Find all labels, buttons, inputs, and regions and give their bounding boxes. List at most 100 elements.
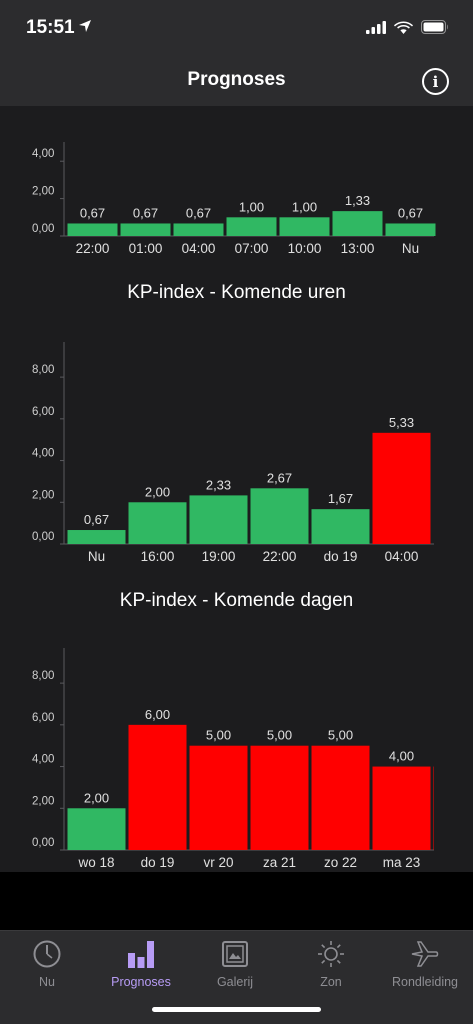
bar-value-label: 5,33	[389, 415, 414, 430]
x-tick-label: 22:00	[76, 241, 110, 256]
chart-days: 0,00 2,00 4,00 6,00 8,00 2,00 wo 18 6,00 do 19 5,…	[26, 628, 446, 872]
info-icon: i	[432, 72, 439, 91]
chart-days-title: KP-index - Komende dagen	[119, 590, 354, 611]
y-tick-label: 4,00	[32, 754, 54, 766]
x-tick-label: 04:00	[385, 549, 419, 564]
bar	[372, 432, 431, 544]
y-tick-label: 6,00	[32, 712, 54, 724]
status-time: 15:51	[26, 17, 75, 38]
bar	[128, 724, 187, 850]
tab-bar: Nu Prognoses Galerij Zon Rondleiding	[0, 930, 473, 1024]
x-tick-label: 19:00	[202, 549, 236, 564]
x-tick-label: 16:00	[141, 549, 175, 564]
bar-value-label: 2,67	[267, 470, 292, 485]
bar-value-label: 0,67	[133, 205, 158, 220]
chart-previous-hours-svg: 0,00 2,00 4,00 0,67 22:00 0,67 01:00 0,67 04:00 1…	[32, 142, 436, 256]
wifi-icon	[394, 20, 413, 39]
y-tick-label: 4,00	[32, 148, 54, 160]
bar	[311, 745, 370, 850]
bar	[433, 766, 434, 850]
x-tick-label: do 19	[141, 855, 175, 870]
y-tick-label: 4,00	[32, 448, 54, 460]
tab-label: Galerij	[216, 975, 254, 989]
x-tick-label: zo 22	[324, 855, 357, 870]
y-tick-label: 8,00	[32, 364, 54, 376]
y-tick-label: 2,00	[32, 795, 54, 807]
x-tick-label: vr 20	[203, 855, 233, 870]
tab-galerij[interactable]: Galerij	[188, 939, 282, 989]
bar-value-label: 2,00	[84, 790, 109, 805]
y-tick-label: 0,00	[32, 837, 54, 849]
y-tick-label: 2,00	[32, 489, 54, 501]
bar	[189, 495, 248, 544]
x-tick-label: do 19	[324, 549, 358, 564]
bar-value-label: 5,00	[267, 728, 292, 743]
bar	[67, 223, 118, 236]
x-tick-label: Nu	[88, 549, 105, 564]
y-tick-label: 0,00	[32, 223, 54, 235]
bar-value-label: 1,67	[328, 491, 353, 506]
clock-icon	[0, 939, 94, 969]
bar-chart-icon	[94, 939, 188, 969]
cellular-signal-icon	[366, 20, 386, 39]
y-tick-label: 6,00	[32, 406, 54, 418]
info-button[interactable]: i	[422, 68, 449, 95]
page-title: Prognoses	[187, 69, 286, 90]
bar-value-label: 6,00	[145, 707, 170, 722]
x-tick-label: ma 23	[383, 855, 421, 870]
bar	[189, 745, 248, 850]
bar-value-label: 0,67	[398, 205, 423, 220]
x-tick-label: za 21	[263, 855, 296, 870]
chart-hours-title: KP-index - Komende uren	[127, 282, 346, 303]
chart-days-svg: 0,00 2,00 4,00 6,00 8,00 2,00 wo 18 6,00 do 19 5,…	[32, 648, 434, 870]
tab-nu[interactable]: Nu	[0, 939, 94, 989]
home-indicator	[152, 1007, 321, 1012]
x-tick-label: 13:00	[341, 241, 375, 256]
tab-prognoses[interactable]: Prognoses	[94, 939, 188, 989]
status-bar: 15:51	[0, 0, 473, 58]
bar-value-label: 0,67	[84, 512, 109, 527]
bar	[226, 217, 277, 236]
tab-rondleiding[interactable]: Rondleiding	[378, 939, 472, 989]
forecast-content[interactable]: 0,00 2,00 4,00 0,67 22:00 0,67 01:00 0,67 04:00 1…	[0, 106, 473, 872]
airplane-icon	[378, 939, 472, 969]
x-tick-label: 07:00	[235, 241, 269, 256]
bar	[385, 223, 436, 236]
y-tick-label: 2,00	[32, 186, 54, 198]
bar-value-label: 1,00	[292, 199, 317, 214]
x-tick-label: 04:00	[182, 241, 216, 256]
bar-value-label: 4,00	[389, 749, 414, 764]
location-arrow-icon	[78, 19, 92, 38]
chart-previous-hours: 0,00 2,00 4,00 0,67 22:00 0,67 01:00 0,67 04:00 1…	[26, 128, 446, 258]
x-tick-label: 01:00	[129, 241, 163, 256]
y-tick-label: 0,00	[32, 531, 54, 543]
bar	[279, 217, 330, 236]
tab-label: Nu	[39, 975, 55, 989]
bar	[67, 808, 126, 850]
bar-value-label: 5,00	[206, 728, 231, 743]
bar-value-label: 1,00	[239, 199, 264, 214]
bar-value-label: 0,67	[186, 205, 211, 220]
y-tick-label: 8,00	[32, 670, 54, 682]
bar	[332, 211, 383, 236]
tab-zon[interactable]: Zon	[284, 939, 378, 989]
bar	[250, 745, 309, 850]
bar	[250, 488, 309, 544]
bar	[372, 766, 431, 850]
bar	[128, 502, 187, 544]
sun-icon	[284, 939, 378, 969]
tab-label: Prognoses	[111, 975, 171, 989]
bar	[173, 223, 224, 236]
bar-value-label: 2,00	[145, 484, 170, 499]
x-tick-label: 10:00	[288, 241, 322, 256]
navigation-bar: Prognoses i	[0, 58, 473, 106]
tab-label: Rondleiding	[391, 975, 459, 989]
battery-icon	[421, 20, 449, 39]
x-tick-label: 22:00	[263, 549, 297, 564]
tab-label: Zon	[320, 975, 342, 989]
bar-value-label: 1,33	[345, 193, 370, 208]
bar-value-label: 2,33	[206, 477, 231, 492]
x-tick-label: Nu	[402, 241, 419, 256]
bar	[67, 530, 126, 544]
chart-hours: 0,00 2,00 4,00 6,00 8,00 0,67 Nu 2,00 16:00 2,33 1…	[26, 320, 446, 566]
